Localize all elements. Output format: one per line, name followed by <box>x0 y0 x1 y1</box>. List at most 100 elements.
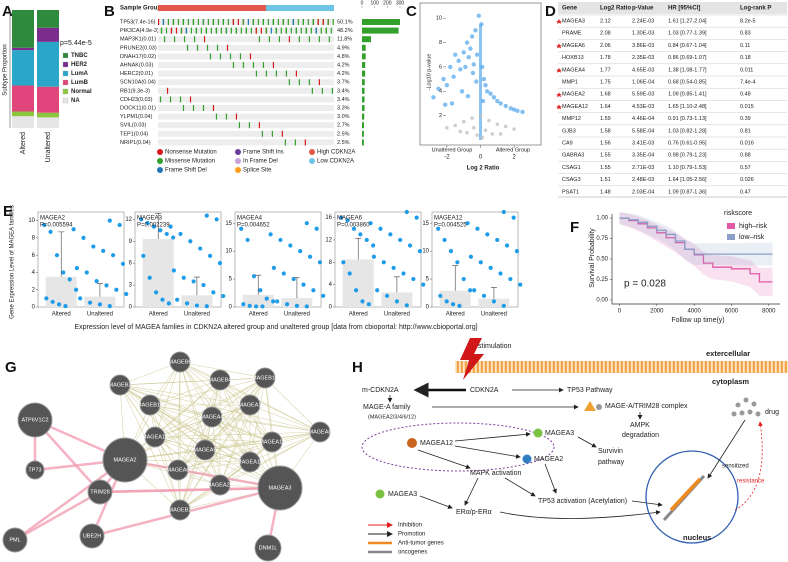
point <box>498 132 503 136</box>
table-cell: MAGEA2 <box>562 92 585 98</box>
y-tick-label: 8 <box>329 260 333 266</box>
mutation-tick <box>197 19 199 25</box>
point <box>117 222 122 228</box>
mutation-tick <box>177 19 180 25</box>
error-bar <box>58 231 65 277</box>
point <box>101 248 106 253</box>
mutation-tick <box>249 53 252 60</box>
point <box>366 302 371 307</box>
gene-label: SCN10A(0.04) <box>120 80 156 86</box>
x-tick-label: 8000 <box>762 309 776 315</box>
legend-label: TNBC <box>71 53 88 59</box>
column-header: p-Value <box>632 6 654 12</box>
value-label: 2.5% <box>337 131 350 137</box>
point <box>491 299 497 304</box>
table-cell: 1.78 <box>600 55 611 61</box>
point <box>455 260 460 265</box>
point <box>398 237 403 243</box>
node-label: UBE2H <box>83 533 101 539</box>
y-tick-label: 9 <box>129 239 133 245</box>
point <box>175 297 180 302</box>
y-tick-label: 0 <box>129 305 133 311</box>
drug-dots <box>731 397 761 417</box>
edge <box>211 416 273 443</box>
gene-label: TEP1(0.04) <box>120 131 148 137</box>
mutation-tick <box>215 27 217 34</box>
point <box>468 254 473 259</box>
edge <box>264 377 273 443</box>
mutation-tick <box>298 36 300 43</box>
point <box>91 244 96 249</box>
panel-label: A <box>2 3 13 20</box>
plot-title: MAGEA2 <box>40 216 66 222</box>
point <box>153 290 159 295</box>
mutation-tick <box>292 19 294 25</box>
mutation-tick <box>182 105 185 111</box>
table-cell: CSAG3 <box>562 177 581 183</box>
point <box>501 303 506 308</box>
point <box>473 28 478 33</box>
point <box>247 303 252 308</box>
legend-label: LumB <box>71 80 89 86</box>
point <box>475 226 480 231</box>
mutation-tick <box>179 96 182 103</box>
edge <box>264 377 321 433</box>
point <box>498 101 503 106</box>
lightning <box>460 338 484 380</box>
diagram-label: sensitized <box>722 464 749 470</box>
point <box>114 287 119 292</box>
legend-swatch <box>62 52 69 59</box>
legend-swatch <box>62 88 69 95</box>
mutation-tick <box>220 27 222 34</box>
mutation-tick <box>166 87 169 94</box>
legend-label: high–risk <box>739 223 768 230</box>
table-cell: 4.65E-03 <box>632 67 654 73</box>
mutation-tick <box>242 19 244 25</box>
y-tick-label: 2 <box>439 113 442 119</box>
bar <box>362 27 399 34</box>
edge <box>219 404 251 486</box>
y-axis-title: Survival Probability <box>589 228 596 288</box>
point <box>449 101 455 106</box>
point <box>470 70 476 76</box>
point <box>304 221 309 226</box>
node <box>167 459 189 481</box>
mutation-tick <box>235 27 237 34</box>
table-header-bg <box>558 2 787 14</box>
table-cell: CA9 <box>562 140 573 146</box>
edge <box>124 458 281 490</box>
point <box>351 226 357 231</box>
arrow <box>734 421 763 511</box>
point <box>468 288 473 293</box>
point <box>275 299 280 304</box>
y-axis-title: Subtype Proportion <box>3 44 9 95</box>
mutation-tick <box>265 27 267 34</box>
group-bar <box>266 5 334 11</box>
node <box>239 451 261 473</box>
diagram-label: cytoplasm <box>712 377 749 386</box>
legend-swatch <box>62 97 69 104</box>
edge <box>204 404 251 451</box>
annotation: Altered Group <box>496 147 530 153</box>
table-cell: 1.58 <box>600 128 611 134</box>
node <box>25 460 45 480</box>
mutation-tick <box>222 19 224 25</box>
diagram-label: AMPK <box>630 422 650 429</box>
gene-label: CDH23(0.03) <box>120 97 153 103</box>
diagram-label: MAGEA2 <box>534 456 563 463</box>
edge <box>14 490 101 542</box>
x-axis-title: Log 2 Ratio <box>467 166 500 172</box>
panel-label: E <box>3 203 13 220</box>
point <box>211 290 216 295</box>
mutation-tick <box>192 105 195 111</box>
point <box>461 119 466 124</box>
x-tick-label: Unaltered <box>284 312 310 318</box>
x-tick-label: -2 <box>444 155 450 161</box>
point <box>239 226 244 231</box>
table-cell: 7.4e-4 <box>740 79 756 85</box>
legend-label: High CDKN2A <box>317 150 355 156</box>
value-label: 4.2% <box>337 62 350 68</box>
gene-label: RB1(9.3e-3) <box>120 88 150 94</box>
edge <box>177 377 266 471</box>
